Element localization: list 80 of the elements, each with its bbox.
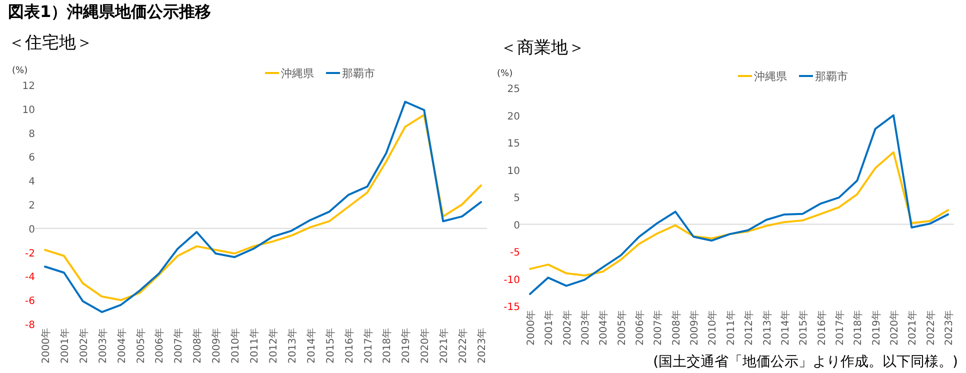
x-tick-label: 2002年 [78,328,90,364]
y-tick-label: -10 [504,274,520,286]
y-tick-label: 6 [28,152,35,164]
x-tick-label: 2009年 [688,310,701,346]
y-tick-label: -6 [25,296,35,308]
x-tick-label: 2010年 [230,328,242,364]
y-tick-label: 0 [28,224,35,236]
line-series [529,114,949,296]
x-tick-label: 2018年 [381,328,394,364]
text: (国土交通省「地価公示」より作成。以下同様。) [653,354,958,370]
x-tick-label: 2022年 [924,310,937,346]
x-tick-label: 2008年 [192,328,204,364]
y-axis-title: (%) [12,66,28,76]
y-tick-label: -8 [25,320,35,331]
x-tick-label: 2008年 [670,310,682,346]
x-tick-label: 2020年 [888,310,900,346]
y-tick-label: 5 [514,193,520,204]
legend-label: 沖縄県 [281,67,314,80]
y-tick-label: 10 [22,104,35,116]
x-tick-label: 2004年 [598,310,610,346]
x-tick-label: 2023年 [943,310,955,346]
chart-title: ＜商業地＞ [500,38,585,58]
x-tick-label: 2011年 [248,328,261,364]
x-tick-label: 2017年 [362,328,374,364]
x-tick-label: 2004年 [116,328,128,364]
x-tick-label: 2014年 [779,310,792,346]
y-tick-label: -4 [25,272,35,284]
x-tick-label: 2023年 [476,328,488,364]
x-tick-label: 2009年 [210,328,223,364]
legend-label: 那覇市 [342,67,375,80]
x-tick-label: 2006年 [154,328,166,364]
x-tick-label: 2012年 [743,310,756,346]
y-tick-label: 0 [514,220,520,232]
x-tick-label: 2003年 [580,310,592,346]
y-tick-label: -2 [25,248,35,260]
y-tick-label: 2 [28,200,35,212]
x-tick-label: 2005年 [616,310,628,346]
x-tick-label: 2002年 [561,310,574,346]
y-tick-label: 8 [28,128,35,140]
x-tick-label: 2021年 [438,328,450,364]
x-tick-label: 2010年 [706,310,719,346]
x-tick-label: 2020年 [419,328,432,364]
y-tick-label: 25 [507,84,520,95]
x-tick-label: 2005年 [134,328,147,364]
x-tick-label: 2016年 [343,328,356,364]
x-tick-label: 2007年 [172,328,185,364]
x-tick-label: 2019年 [400,328,412,364]
y-tick-label: -5 [510,248,520,258]
y-tick-label: 10 [507,166,520,177]
x-tick-label: 2017年 [834,310,846,346]
x-tick-label: 2019年 [870,310,882,346]
x-tick-label: 2012年 [267,328,280,364]
x-tick-label: 2016年 [816,310,828,346]
y-tick-label: 12 [22,81,35,92]
chart-title: 図表1）沖縄県地価公示推移 [8,2,212,21]
x-tick-label: 2000年 [40,328,52,364]
x-tick-label: 2015年 [798,310,810,346]
x-tick-label: 2021年 [906,310,919,346]
x-tick-label: 2007年 [652,310,664,346]
legend-label: 沖縄県 [754,70,787,83]
x-tick-label: 2018年 [852,310,864,346]
line-series [529,151,949,276]
x-tick-label: 2022年 [457,328,470,364]
chart-subtitle: ＜住宅地＞ [8,33,93,53]
x-tick-label: 2000年 [525,310,537,346]
x-tick-label: 2001年 [543,310,556,346]
y-tick-label: -15 [504,302,520,313]
y-tick-label: 20 [507,111,520,122]
x-tick-label: 2014年 [305,328,318,364]
x-tick-label: 2013年 [286,328,298,364]
y-tick-label: 15 [507,138,520,150]
x-tick-label: 2001年 [58,328,71,364]
x-tick-label: 2015年 [324,328,336,364]
x-tick-label: 2003年 [96,328,109,364]
y-tick-label: 4 [28,176,35,188]
x-tick-label: 2006年 [634,310,646,346]
x-tick-label: 2013年 [761,310,774,346]
legend-label: 那覇市 [815,70,848,83]
x-tick-label: 2011年 [724,310,737,346]
y-axis-title: (%) [497,69,513,79]
